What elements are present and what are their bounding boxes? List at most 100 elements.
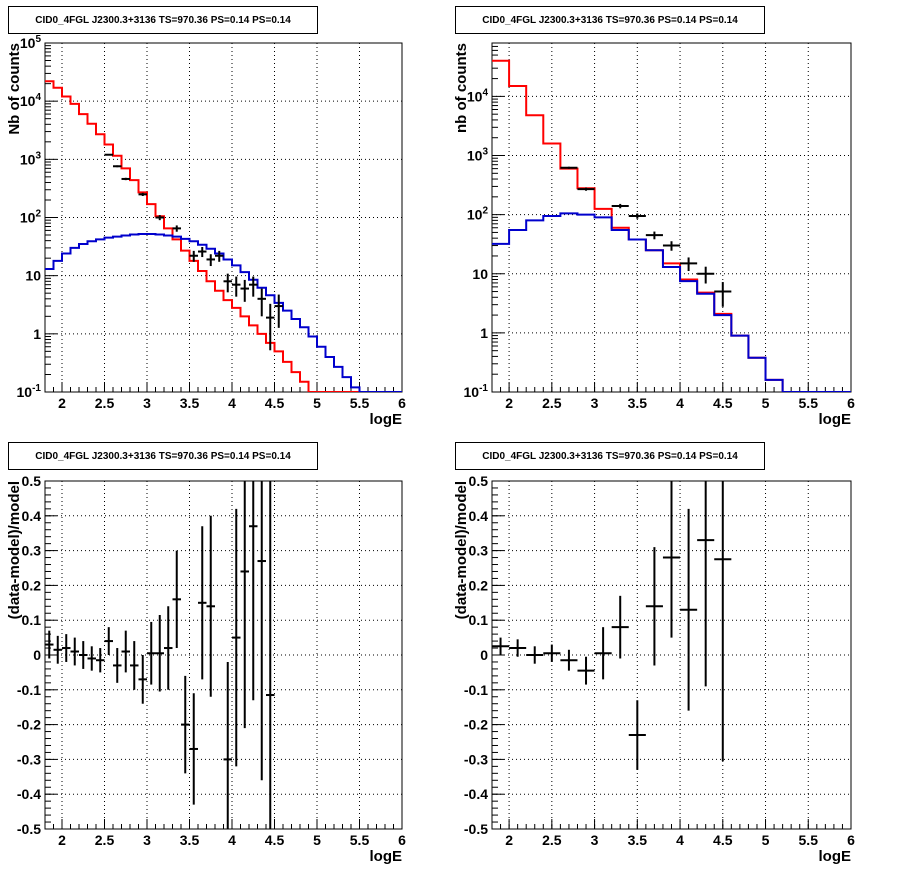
x-tick-label: 3.5 — [628, 832, 648, 848]
data-point — [266, 303, 275, 351]
residual-point — [79, 641, 88, 669]
x-tick-label: 6 — [847, 832, 855, 848]
x-tick-label: 4.5 — [713, 395, 733, 411]
residual-point — [594, 627, 612, 680]
residual-point — [577, 656, 595, 685]
data-point — [240, 279, 249, 302]
y-axis-label: (data-model)/model — [453, 481, 470, 619]
x-tick-label: 4 — [676, 395, 684, 411]
plot-frame — [44, 480, 403, 830]
data-point — [662, 241, 681, 251]
y-tick-label: 10-1 — [464, 383, 489, 400]
residual-point — [138, 655, 147, 704]
y-tick-label: 0.1 — [22, 612, 42, 628]
data-point — [257, 288, 266, 317]
x-tick-label: 5 — [762, 395, 770, 411]
data-point — [215, 250, 224, 262]
residual-point — [249, 481, 258, 701]
residual-point — [45, 630, 54, 659]
y-tick-label: 0.3 — [469, 543, 489, 559]
residual-point — [509, 639, 527, 657]
data-point — [249, 276, 258, 297]
x-tick-label: 2 — [58, 395, 66, 411]
data-point — [680, 257, 698, 272]
x-tick-label: 3 — [591, 395, 599, 411]
residual-point — [560, 649, 578, 671]
chart-title: CID0_4FGL J2300.3+3136 TS=970.36 PS=0.14… — [455, 442, 765, 470]
x-tick-label: 4.5 — [265, 832, 285, 848]
data-point — [113, 165, 122, 168]
x-tick-label: 2.5 — [95, 395, 115, 411]
data-point — [577, 187, 595, 191]
chart-panel-4: 2 2.5 3 3.5 4 4.5 5 5.5 6 -0.5 -0.4 -0.3 -0.2 -0.1 0 0.… — [453, 473, 855, 865]
x-tick-label: 2 — [505, 832, 513, 848]
residual-point — [164, 606, 173, 690]
y-tick-label: 0 — [33, 647, 41, 663]
y-axis-label: Nb of counts — [6, 43, 23, 135]
y-tick-label: 0.4 — [469, 508, 489, 524]
x-axis-label: logE — [819, 848, 852, 865]
residual-point — [113, 648, 122, 683]
x-tick-label: 6 — [847, 395, 855, 411]
residual-point — [257, 481, 266, 781]
y-tick-label: -0.2 — [17, 717, 41, 733]
y-tick-label: 102 — [467, 206, 489, 223]
y-tick-label: -0.4 — [17, 786, 41, 802]
histogram-series-2 — [492, 212, 851, 392]
residual-point — [714, 481, 732, 762]
data-point — [104, 153, 113, 156]
y-tick-label: -0.5 — [17, 821, 41, 837]
data-point — [138, 192, 147, 197]
residual-point — [189, 693, 198, 805]
data-point — [198, 247, 207, 258]
y-tick-label: -0.3 — [464, 751, 488, 767]
x-tick-label: 3.5 — [180, 832, 200, 848]
y-tick-label: 0.5 — [22, 473, 42, 489]
x-tick-label: 5 — [762, 832, 770, 848]
x-tick-label: 4 — [676, 832, 684, 848]
x-tick-label: 5 — [313, 832, 321, 848]
histogram-series-1 — [492, 59, 851, 392]
plot-frame — [44, 42, 403, 393]
x-tick-label: 5.5 — [799, 832, 819, 848]
y-axis-label: nb of counts — [453, 43, 470, 133]
y-tick-label: 102 — [20, 209, 42, 226]
y-tick-label: 103 — [20, 150, 42, 167]
x-tick-label: 5.5 — [350, 395, 370, 411]
data-point — [121, 177, 130, 181]
data-point — [697, 266, 715, 284]
y-tick-label: 0.1 — [469, 612, 489, 628]
y-tick-label: 10-1 — [17, 383, 42, 400]
y-tick-label: 0.2 — [22, 577, 42, 593]
data-point — [172, 225, 181, 232]
y-tick-label: 1 — [33, 326, 41, 342]
histogram-series-2 — [45, 233, 402, 392]
residual-point — [611, 595, 629, 659]
y-tick-label: 1 — [480, 325, 488, 341]
x-tick-label: 4 — [228, 832, 236, 848]
x-tick-label: 3 — [143, 395, 151, 411]
data-point — [560, 166, 578, 169]
x-tick-label: 6 — [398, 395, 406, 411]
residual-point — [680, 508, 698, 711]
data-point — [189, 250, 198, 262]
chart-title: CID0_4FGL J2300.3+3136 TS=970.36 PS=0.14… — [8, 442, 318, 470]
y-tick-label: -0.3 — [17, 751, 41, 767]
x-tick-label: 3.5 — [180, 395, 200, 411]
residual-point — [543, 644, 561, 662]
x-tick-label: 4.5 — [713, 832, 733, 848]
chart-panel-2: 2 2.5 3 3.5 4 4.5 5 5.5 6 10-1 1 10 102 103 104 logE nb … — [453, 42, 855, 428]
x-axis-label: logE — [370, 848, 403, 865]
x-tick-label: 3 — [143, 832, 151, 848]
data-point — [714, 282, 732, 307]
x-tick-label: 5.5 — [350, 832, 370, 848]
y-tick-label: 0.4 — [22, 508, 42, 524]
residual-point — [104, 627, 113, 655]
x-tick-label: 2 — [58, 832, 66, 848]
data-point — [611, 203, 629, 209]
residual-point — [526, 646, 544, 664]
data-point — [223, 273, 232, 293]
residual-point — [266, 481, 275, 829]
y-tick-label: 0.5 — [469, 473, 489, 489]
chart-panel-1: 2 2.5 3 3.5 4 4.5 5 5.5 6 10-1 1 10 102 103 104 105 logE… — [6, 34, 406, 428]
